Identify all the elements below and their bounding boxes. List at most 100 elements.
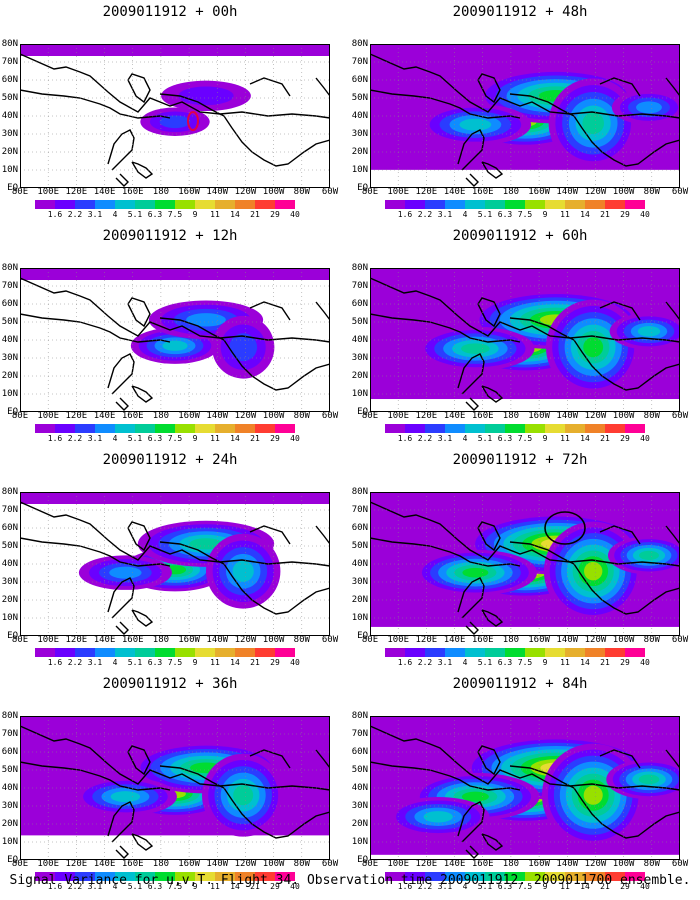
variance-contour <box>637 326 661 337</box>
colorbar-label: 2.2 <box>417 658 433 667</box>
colorbar-label: 1.6 <box>397 882 413 891</box>
lon-tick-label: 60W <box>671 635 689 645</box>
lat-tick-label: 70N <box>351 57 368 67</box>
colorbar-swatch <box>425 872 445 881</box>
variance-contour <box>423 811 453 823</box>
colorbar-swatch <box>35 200 55 209</box>
colorbar-label: 9 <box>542 210 548 219</box>
lon-tick-label: 120E <box>65 187 88 197</box>
coastline <box>115 397 129 411</box>
colorbar-swatch <box>485 200 505 209</box>
lat-tick-label: 20N <box>351 371 368 381</box>
colorbar-label: 4 <box>462 882 468 891</box>
map-panel: 2009011912 + 60h 80N 70N 60N 50N 40N 30N 20N 10N… <box>350 228 690 443</box>
lat-tick-label: EQ <box>357 631 368 641</box>
colorbar-swatch <box>275 424 295 433</box>
colorbar-swatch <box>585 200 605 209</box>
colorbar-swatch <box>135 648 155 657</box>
coastline <box>20 501 330 567</box>
coastline <box>509 317 680 391</box>
colorbar-swatch <box>485 424 505 433</box>
colorbar <box>385 424 645 433</box>
lon-tick-label: 180 <box>152 411 170 421</box>
lat-tick-label: 10N <box>351 837 368 847</box>
colorbar-swatch <box>155 872 175 881</box>
colorbar-label: 9 <box>192 882 198 891</box>
colorbar-swatch <box>545 424 565 433</box>
coastline <box>315 749 330 769</box>
coastline <box>20 53 330 119</box>
colorbar-label: 6.3 <box>497 434 513 443</box>
lon-tick-label: 180 <box>152 635 170 645</box>
colorbar-swatch <box>505 872 525 881</box>
colorbar-swatch <box>155 424 175 433</box>
lon-tick-label: 180 <box>502 187 520 197</box>
coastline <box>20 277 330 343</box>
lon-tick-label: 60W <box>321 411 339 421</box>
lon-tick-label: 120E <box>415 411 438 421</box>
colorbar <box>35 424 295 433</box>
colorbar-label: 14 <box>580 658 590 667</box>
lon-tick-label: 120W <box>234 187 257 197</box>
lat-tick-label: 50N <box>351 317 368 327</box>
colorbar-swatch <box>95 872 115 881</box>
coastline <box>370 537 521 567</box>
lon-tick-label: 180 <box>502 859 520 869</box>
lon-tick-label: 100W <box>612 635 635 645</box>
colorbar-swatch <box>195 200 215 209</box>
colorbar-swatch <box>405 424 425 433</box>
variance-map <box>20 492 330 636</box>
lon-tick-label: 80W <box>643 859 660 869</box>
coastline <box>457 353 485 395</box>
lat-tick-label: 50N <box>351 93 368 103</box>
colorbar-label: 5.1 <box>127 658 143 667</box>
colorbar-swatch <box>545 200 565 209</box>
colorbar-label: 21 <box>250 210 260 219</box>
lon-tick-label: 80W <box>643 187 660 197</box>
colorbar-swatch <box>175 648 195 657</box>
panel-title: 2009011912 + 24h <box>102 452 238 468</box>
colorbar-swatch <box>565 648 585 657</box>
lat-tick-label: 50N <box>1 541 18 551</box>
variance-contour <box>189 538 223 550</box>
colorbar-label: 4 <box>112 882 118 891</box>
colorbar-swatch <box>465 200 485 209</box>
colorbar-label: 5.1 <box>477 882 493 891</box>
lon-tick-label: 160E <box>121 859 144 869</box>
lon-tick-label: 160E <box>471 411 494 421</box>
coastline <box>599 749 641 769</box>
colorbar-swatch <box>155 200 175 209</box>
lon-tick-label: 120W <box>234 411 257 421</box>
lon-tick-label: 100E <box>37 635 60 645</box>
lon-tick-label: 160E <box>471 187 494 197</box>
colorbar-swatch <box>75 872 95 881</box>
lat-tick-label: EQ <box>357 183 368 193</box>
colorbar-label: 1.6 <box>47 210 63 219</box>
colorbar-label: 14 <box>580 882 590 891</box>
coastline <box>127 745 151 776</box>
colorbar-swatch <box>385 648 405 657</box>
variance-contour <box>461 343 490 354</box>
colorbar-swatch <box>35 872 55 881</box>
coastline <box>370 761 521 791</box>
colorbar-label: 2.2 <box>417 882 433 891</box>
lon-tick-label: 60W <box>321 187 339 197</box>
colorbar-label: 40 <box>640 434 650 443</box>
lon-tick-label: 60W <box>671 411 689 421</box>
lat-tick-label: 40N <box>351 783 368 793</box>
lon-tick-label: 140E <box>93 411 116 421</box>
lat-tick-label: 60N <box>1 299 18 309</box>
coastline <box>370 89 521 119</box>
lon-tick-label: 80W <box>293 635 310 645</box>
colorbar-label: 29 <box>620 434 630 443</box>
lon-tick-label: 140W <box>206 187 229 197</box>
colorbar-label: 6.3 <box>497 210 513 219</box>
lat-tick-label: 80N <box>351 263 368 273</box>
colorbar-label: 29 <box>270 434 280 443</box>
panel-title: 2009011912 + 00h <box>102 4 238 20</box>
colorbar-swatch <box>55 648 75 657</box>
coastline <box>20 89 171 119</box>
colorbar-label: 1.6 <box>397 210 413 219</box>
colorbar-swatch <box>215 200 235 209</box>
colorbar-label: 21 <box>600 210 610 219</box>
